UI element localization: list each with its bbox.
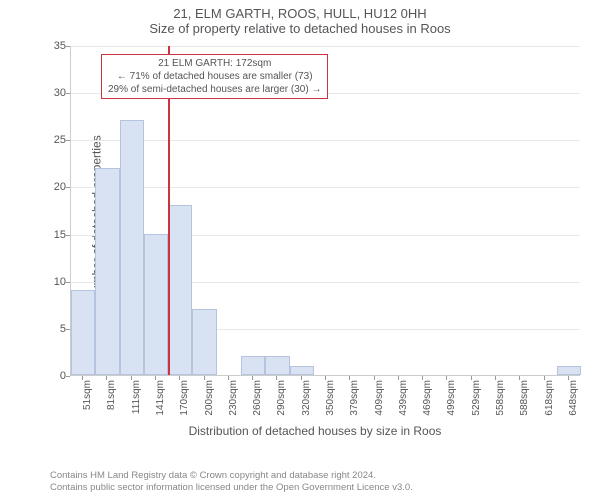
histogram-bar [144,234,168,375]
footer: Contains HM Land Registry data © Crown c… [50,470,413,494]
x-tick-mark [131,376,132,380]
x-tick-mark [568,376,569,380]
x-tick-mark [179,376,180,380]
x-tick-label: 260sqm [252,380,263,430]
x-tick-mark [204,376,205,380]
x-tick-mark [325,376,326,380]
y-tick-mark [66,93,70,94]
x-tick-label: 499sqm [446,380,457,430]
y-tick-label: 25 [42,134,66,146]
plot-area: 21 ELM GARTH: 172sqm ← 71% of detached h… [70,46,580,376]
y-tick-label: 10 [42,276,66,288]
callout-line1: 21 ELM GARTH: 172sqm [108,57,321,70]
y-tick-mark [66,235,70,236]
y-tick-label: 5 [42,323,66,335]
x-tick-label: 379sqm [349,380,360,430]
x-tick-mark [228,376,229,380]
x-tick-mark [374,376,375,380]
y-tick-mark [66,46,70,47]
x-tick-label: 618sqm [544,380,555,430]
chart-container: Number of detached properties 21 ELM GAR… [50,46,580,426]
histogram-bar [290,366,314,375]
y-tick-label: 0 [42,370,66,382]
y-tick-mark [66,140,70,141]
histogram-bar [95,168,119,375]
y-tick-label: 15 [42,229,66,241]
histogram-bar [120,120,144,375]
x-tick-label: 350sqm [325,380,336,430]
x-tick-label: 439sqm [398,380,409,430]
title-line2: Size of property relative to detached ho… [0,21,600,36]
footer-line2: Contains public sector information licen… [50,482,413,494]
x-tick-mark [495,376,496,380]
x-tick-mark [471,376,472,380]
x-tick-label: 230sqm [228,380,239,430]
grid-line [71,187,580,188]
histogram-bar [241,356,265,375]
x-tick-mark [349,376,350,380]
x-tick-mark [276,376,277,380]
x-tick-mark [519,376,520,380]
x-tick-label: 320sqm [301,380,312,430]
histogram-bar [168,205,192,375]
x-tick-label: 558sqm [495,380,506,430]
x-tick-label: 111sqm [131,380,142,430]
grid-line [71,46,580,47]
histogram-bar [71,290,95,375]
histogram-bar [265,356,289,375]
x-tick-mark [82,376,83,380]
y-tick-mark [66,282,70,283]
grid-line [71,140,580,141]
y-tick-mark [66,187,70,188]
x-tick-label: 290sqm [276,380,287,430]
x-tick-mark [301,376,302,380]
x-tick-mark [398,376,399,380]
x-tick-label: 588sqm [519,380,530,430]
x-tick-label: 648sqm [568,380,579,430]
x-tick-label: 409sqm [374,380,385,430]
x-tick-mark [544,376,545,380]
footer-line1: Contains HM Land Registry data © Crown c… [50,470,413,482]
x-tick-mark [106,376,107,380]
x-tick-mark [155,376,156,380]
callout-line3: 29% of semi-detached houses are larger (… [108,83,321,96]
y-tick-mark [66,376,70,377]
marker-callout: 21 ELM GARTH: 172sqm ← 71% of detached h… [101,54,328,99]
x-tick-label: 141sqm [155,380,166,430]
x-tick-label: 529sqm [471,380,482,430]
chart-title-block: 21, ELM GARTH, ROOS, HULL, HU12 0HH Size… [0,0,600,36]
histogram-bar [557,366,581,375]
x-tick-label: 81sqm [106,380,117,430]
y-tick-mark [66,329,70,330]
x-tick-label: 200sqm [204,380,215,430]
histogram-bar [192,309,216,375]
x-tick-label: 170sqm [179,380,190,430]
x-tick-label: 469sqm [422,380,433,430]
x-tick-mark [422,376,423,380]
x-tick-label: 51sqm [82,380,93,430]
y-tick-label: 30 [42,87,66,99]
x-tick-mark [446,376,447,380]
y-tick-label: 35 [42,40,66,52]
title-line1: 21, ELM GARTH, ROOS, HULL, HU12 0HH [0,6,600,21]
x-tick-mark [252,376,253,380]
y-tick-label: 20 [42,181,66,193]
callout-line2: ← 71% of detached houses are smaller (73… [108,70,321,83]
